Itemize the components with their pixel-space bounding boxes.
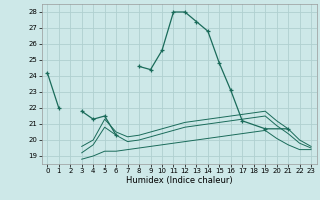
X-axis label: Humidex (Indice chaleur): Humidex (Indice chaleur) [126,176,233,185]
